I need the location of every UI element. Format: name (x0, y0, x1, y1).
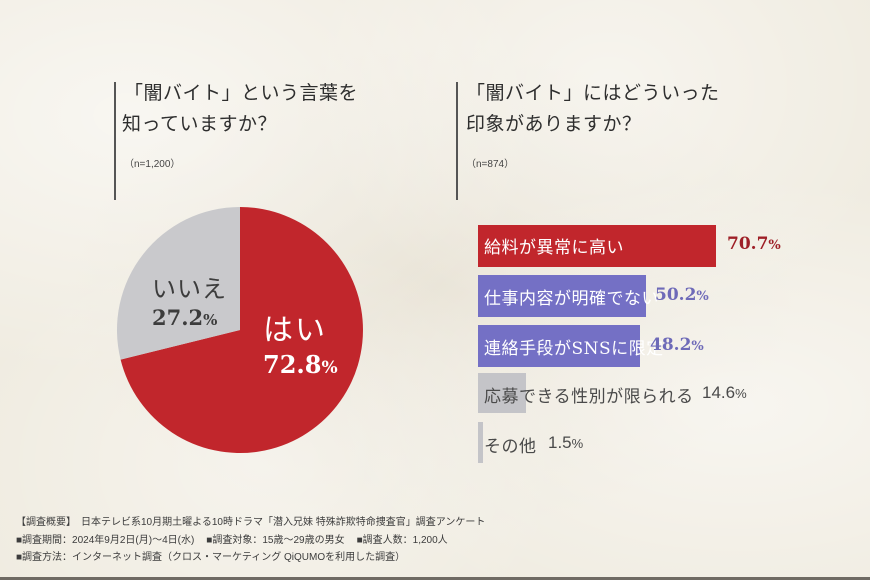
pie-label-yes: はい 72.8% (263, 313, 338, 379)
survey-target: ■調査対象：15歳～29歳の男女 (206, 534, 345, 546)
bar-1-value: 70.7% (727, 234, 781, 254)
pie-no-value: 27.2% (152, 304, 227, 330)
bar-3-percent: % (691, 339, 704, 354)
left-sample-size: （n=1,200） (124, 159, 181, 170)
bar-4-label: 応募できる性別が限られる (484, 387, 694, 407)
pie-yes-percent: % (321, 357, 338, 378)
bar-2-value: 50.2% (655, 285, 709, 305)
bar-1-number: 70.7 (727, 234, 769, 254)
bar-2-label: 仕事内容が明確でない (484, 289, 659, 309)
bar-3 (478, 325, 640, 367)
bar-3-value: 48.2% (650, 335, 704, 355)
bar-5-value: 1.5% (548, 433, 583, 453)
bar-4-number: 14.6 (702, 383, 736, 402)
right-sample-size: （n=874） (466, 159, 515, 170)
bar-4 (478, 373, 526, 413)
right-question-rule (456, 82, 458, 200)
bar-1-label: 給料が異常に高い (484, 238, 624, 258)
pie-yes-value: 72.8% (263, 349, 338, 379)
pie-no-percent: % (203, 310, 218, 329)
survey-period: ■調査期間：2024年9月2日(月)～4日(水) (16, 534, 195, 546)
bar-5-number: 1.5 (548, 433, 572, 452)
pie-yes-number: 72.8 (263, 349, 322, 379)
bar-2 (478, 275, 646, 317)
survey-details-line: ■調査期間：2024年9月2日(月)～4日(水) ■調査対象：15歳～29歳の男女… (16, 532, 485, 550)
right-question-line2: 印象がありますか？ (466, 113, 642, 135)
left-question-rule (114, 82, 116, 200)
left-question-line1: 「闇バイト」という言葉を (124, 82, 359, 104)
pie-no-number: 27.2 (152, 304, 204, 330)
bar-3-number: 48.2 (650, 335, 692, 355)
pie-slice-no (116, 207, 240, 360)
survey-method: ■調査方法：インターネット調査（クロス・マーケティング QiQUMOを利用した調… (16, 552, 406, 563)
pie-label-no: いいえ 27.2% (152, 275, 227, 330)
survey-title-line: 【調査概要】 日本テレビ系10月期土曜よる10時ドラマ「潜入兄妹 特殊詐欺特命捜… (16, 517, 486, 528)
bar-2-number: 50.2 (655, 285, 697, 305)
pie-slice-yes (120, 207, 363, 453)
right-question-line1: 「闇バイト」にはどういった (466, 82, 720, 104)
bar-1-percent: % (768, 238, 781, 253)
bar-3-label: 連絡手段がSNSに限定 (484, 339, 664, 359)
bar-5-label: その他 (484, 437, 537, 457)
bar-1 (478, 225, 716, 267)
bar-5-percent: % (571, 436, 584, 451)
bar-4-percent: % (735, 386, 747, 401)
survey-overview: 【調査概要】 日本テレビ系10月期土曜よる10時ドラマ「潜入兄妹 特殊詐欺特命捜… (16, 514, 485, 567)
bar-4-value: 14.6% (702, 383, 747, 403)
left-question-line2: 知っていますか？ (122, 113, 278, 135)
bar-5 (478, 422, 483, 463)
bar-2-percent: % (696, 289, 709, 304)
pie-chart (116, 207, 363, 453)
pie-yes-label: はい (263, 313, 327, 348)
survey-count: ■調査人数：1,200人 (356, 534, 448, 546)
pie-no-label: いいえ (152, 275, 227, 303)
left-question-title: 「闇バイト」という言葉を 知っていますか？ (122, 78, 359, 140)
right-question-title: 「闇バイト」にはどういった 印象がありますか？ (466, 78, 720, 140)
bottom-divider (0, 577, 870, 580)
